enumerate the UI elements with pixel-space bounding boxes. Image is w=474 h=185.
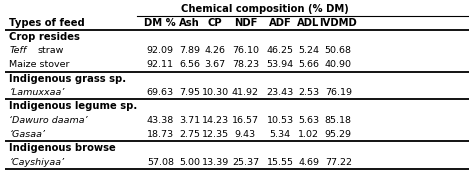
Text: 3.67: 3.67	[205, 60, 226, 69]
Text: 95.29: 95.29	[325, 130, 352, 139]
Text: 14.23: 14.23	[201, 116, 229, 125]
Text: 76.19: 76.19	[325, 88, 352, 97]
Text: 41.92: 41.92	[232, 88, 259, 97]
Text: 16.57: 16.57	[232, 116, 259, 125]
Text: 2.53: 2.53	[298, 88, 319, 97]
Text: Maize stover: Maize stover	[9, 60, 70, 69]
Text: NDF: NDF	[234, 18, 257, 28]
Text: 5.63: 5.63	[298, 116, 319, 125]
Text: Crop resides: Crop resides	[9, 32, 80, 42]
Text: ‘Gasaa’: ‘Gasaa’	[9, 130, 46, 139]
Text: 23.43: 23.43	[266, 88, 294, 97]
Text: 57.08: 57.08	[147, 158, 174, 167]
Text: ADF: ADF	[269, 18, 292, 28]
Text: ADL: ADL	[297, 18, 320, 28]
Text: 92.09: 92.09	[147, 46, 174, 55]
Text: DM %: DM %	[145, 18, 176, 28]
Text: Indigenous browse: Indigenous browse	[9, 143, 116, 153]
Text: Indigenous legume sp.: Indigenous legume sp.	[9, 101, 137, 111]
Text: 92.11: 92.11	[147, 60, 174, 69]
Text: 40.90: 40.90	[325, 60, 352, 69]
Text: 3.71: 3.71	[179, 116, 200, 125]
Text: Teff: Teff	[9, 46, 27, 55]
Text: straw: straw	[38, 46, 64, 55]
Text: CP: CP	[208, 18, 222, 28]
Text: 78.23: 78.23	[232, 60, 259, 69]
Text: 2.75: 2.75	[179, 130, 200, 139]
Text: Types of feed: Types of feed	[9, 18, 85, 28]
Text: 13.39: 13.39	[201, 158, 229, 167]
Text: 5.66: 5.66	[298, 60, 319, 69]
Text: 77.22: 77.22	[325, 158, 352, 167]
Text: 18.73: 18.73	[147, 130, 174, 139]
Text: 25.37: 25.37	[232, 158, 259, 167]
Text: 69.63: 69.63	[147, 88, 174, 97]
Text: 10.53: 10.53	[267, 116, 294, 125]
Text: 85.18: 85.18	[325, 116, 352, 125]
Text: 5.34: 5.34	[270, 130, 291, 139]
Text: Ash: Ash	[179, 18, 200, 28]
Text: ‘Dawuro daama’: ‘Dawuro daama’	[9, 116, 88, 125]
Text: 6.56: 6.56	[179, 60, 200, 69]
Text: 15.55: 15.55	[267, 158, 294, 167]
Text: IVDMD: IVDMD	[319, 18, 357, 28]
Text: 5.24: 5.24	[298, 46, 319, 55]
Text: 7.89: 7.89	[179, 46, 200, 55]
Text: 4.69: 4.69	[298, 158, 319, 167]
Text: 53.94: 53.94	[267, 60, 294, 69]
Text: ‘Cayshiyaa’: ‘Cayshiyaa’	[9, 158, 64, 167]
Text: 43.38: 43.38	[147, 116, 174, 125]
Text: ‘Lamuxxaa’: ‘Lamuxxaa’	[9, 88, 65, 97]
Text: 1.02: 1.02	[298, 130, 319, 139]
Text: 76.10: 76.10	[232, 46, 259, 55]
Text: 5.00: 5.00	[179, 158, 200, 167]
Text: Chemical composition (% DM): Chemical composition (% DM)	[181, 4, 349, 14]
Text: 46.25: 46.25	[267, 46, 294, 55]
Text: Indigenous grass sp.: Indigenous grass sp.	[9, 74, 127, 84]
Text: 50.68: 50.68	[325, 46, 352, 55]
Text: 7.95: 7.95	[179, 88, 200, 97]
Text: 9.43: 9.43	[235, 130, 256, 139]
Text: 4.26: 4.26	[205, 46, 226, 55]
Text: 12.35: 12.35	[201, 130, 229, 139]
Text: 10.30: 10.30	[201, 88, 229, 97]
